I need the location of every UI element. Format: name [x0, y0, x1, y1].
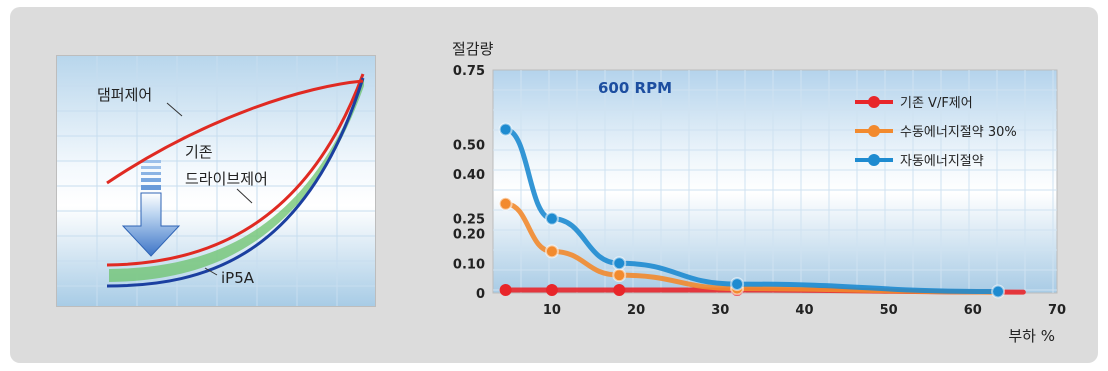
existing-label-line1: 기존 — [185, 143, 213, 161]
data-point — [991, 284, 1006, 299]
data-point — [544, 211, 559, 226]
legend-label: 수동에너지절약 30% — [900, 125, 1017, 140]
plot-area — [492, 69, 1058, 294]
plot-grid — [493, 70, 1057, 293]
y-tick-label: 0.20 — [453, 228, 485, 243]
x-tick-label: 10 — [543, 303, 561, 318]
data-point — [730, 277, 745, 292]
axis-ticks: 0 0.10 0.200.25 0.40 0.50 0.75 10 20 30 40 50 60 70 — [453, 64, 1066, 318]
legend-marker — [868, 154, 880, 166]
x-tick-label: 70 — [1048, 303, 1066, 318]
data-point — [498, 122, 513, 137]
damper-label: 댐퍼제어 — [97, 86, 152, 104]
y-tick-label: 0.25 — [453, 213, 485, 228]
data-point — [613, 284, 626, 297]
legend-label: 자동에너지절약 — [900, 154, 984, 169]
x-tick-label: 60 — [964, 303, 982, 318]
series-group — [498, 196, 1001, 296]
y-tick-label: 0.75 — [453, 64, 485, 79]
existing-leader — [236, 188, 253, 204]
series-group — [498, 122, 1006, 299]
y-axis-label: 절감량 — [452, 40, 494, 58]
data-point — [612, 268, 627, 283]
data-point — [498, 196, 513, 211]
legend-marker — [868, 96, 880, 108]
data-point — [612, 256, 627, 271]
series-layer — [498, 122, 1026, 299]
diagram-svg: 댐퍼제어 기존 드라이브제어 iP5A — [57, 56, 375, 306]
x-tick-label: 30 — [711, 303, 729, 318]
existing-drive-curve — [106, 73, 365, 267]
data-point — [545, 284, 558, 297]
data-point — [499, 284, 512, 297]
y-tick-label: 0 — [476, 287, 485, 302]
legend-label: 기존 V/F제어 — [900, 96, 973, 111]
reduction-arrow-icon — [121, 160, 181, 257]
ip5a-band — [109, 78, 364, 282]
ip5a-curve — [106, 77, 365, 288]
y-tick-label: 0.40 — [453, 168, 485, 183]
damper-curve — [106, 79, 364, 185]
data-point — [544, 244, 559, 259]
x-tick-label: 50 — [880, 303, 898, 318]
y-tick-label: 0.10 — [453, 257, 485, 272]
x-axis-label: 부하 % — [1008, 327, 1055, 345]
x-tick-label: 40 — [795, 303, 813, 318]
ip5a-leader — [204, 267, 218, 276]
y-tick-label: 0.50 — [453, 138, 485, 153]
series-line — [503, 126, 1001, 295]
legend-marker — [868, 125, 880, 137]
control-comparison-diagram: 댐퍼제어 기존 드라이브제어 iP5A — [56, 55, 376, 307]
x-tick-label: 20 — [627, 303, 645, 318]
chart-title: 600 RPM — [598, 79, 672, 97]
ip5a-label: iP5A — [221, 269, 255, 287]
damper-leader — [166, 102, 183, 117]
series-line — [503, 201, 1001, 295]
existing-label-line2: 드라이브제어 — [185, 170, 268, 188]
